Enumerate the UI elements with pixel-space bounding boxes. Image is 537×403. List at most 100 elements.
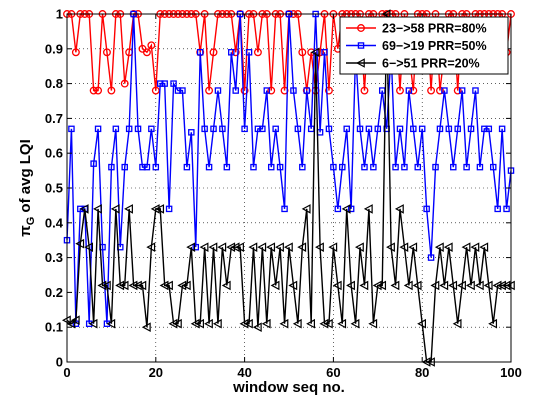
series-2-point <box>223 163 231 171</box>
series-2-point <box>330 163 337 171</box>
series-2-point <box>152 163 160 171</box>
series-2-point <box>161 80 168 87</box>
series-2-point <box>356 125 364 133</box>
series-1-point <box>142 48 151 57</box>
series-3-point <box>181 280 191 291</box>
series-3-point <box>319 318 329 329</box>
series-3-point <box>248 242 258 252</box>
series-1-point <box>94 86 103 95</box>
series-2-point <box>494 205 501 213</box>
series-2-point <box>245 49 253 56</box>
series-3-point <box>501 280 511 291</box>
series-2-point <box>321 49 328 56</box>
series-2-point <box>108 163 115 171</box>
x-tick-label: 100 <box>500 365 522 380</box>
series-3-point <box>230 242 240 252</box>
series-2-point <box>450 163 457 171</box>
series-3-point <box>275 242 284 252</box>
series-3-point <box>84 242 94 252</box>
series-3-point <box>235 242 244 252</box>
series-2-point <box>414 163 422 171</box>
series-3-point <box>301 204 311 214</box>
series-3-point <box>150 204 160 214</box>
series-3-point <box>208 242 218 252</box>
series-3-point <box>359 280 369 291</box>
y-axis-title-main: π <box>17 225 34 237</box>
series-2-point <box>361 163 368 171</box>
series-2-point <box>472 87 479 94</box>
series-3-point <box>372 280 382 291</box>
series-3-point <box>470 242 480 252</box>
series-3-point <box>341 204 351 214</box>
series-3-point <box>132 280 142 291</box>
series-2-point <box>214 87 222 94</box>
series-2-point <box>423 205 430 213</box>
series-2-point <box>263 87 271 94</box>
series-3-point <box>439 280 449 291</box>
series-2-point <box>441 87 448 94</box>
series-3-point <box>332 280 342 291</box>
series-2-point <box>436 125 444 133</box>
series-3-point <box>88 318 98 329</box>
series-3-point <box>479 242 489 252</box>
series-3-point <box>283 242 293 252</box>
series-2-point <box>228 49 235 56</box>
series-2-point <box>454 125 461 133</box>
series-3-point <box>412 280 422 291</box>
series-2-point <box>370 163 377 171</box>
series-3-point <box>443 242 453 252</box>
series-2-point <box>294 125 302 133</box>
series-3-point <box>288 280 298 291</box>
series-1-point <box>298 48 307 57</box>
series-2-point <box>325 125 333 133</box>
series-3-point <box>119 280 129 291</box>
x-tick-label: 0 <box>63 365 70 380</box>
y-tick-label: 0.1 <box>45 320 63 335</box>
x-tick-label: 80 <box>415 365 429 380</box>
series-3-point <box>399 242 409 252</box>
series-3-point <box>141 322 151 333</box>
series-3-point <box>328 242 338 252</box>
series-3-point <box>110 204 120 214</box>
series-2-point <box>503 205 510 213</box>
series-3-point <box>492 280 502 291</box>
series-3-point <box>461 242 471 252</box>
series-2-point <box>489 163 497 171</box>
series-3-point <box>115 280 125 291</box>
series-3-point <box>386 242 395 252</box>
series-3-point <box>270 280 280 291</box>
series-1-point <box>209 48 218 57</box>
ticks: 0 20 40 60 80 100 0 0.1 0.2 0.3 0.4 0.5 0.6 0.7 0.8 0.9… <box>45 7 522 381</box>
series-2-point <box>112 125 120 133</box>
series-1-point <box>396 86 404 95</box>
series-3-point <box>146 242 156 252</box>
series-2-point <box>77 205 84 213</box>
legend-marker <box>355 58 365 68</box>
series-2-point <box>148 125 155 133</box>
series-3-point <box>465 280 475 291</box>
legend-label: 23−>58 PRR=80% <box>382 22 487 36</box>
series-1-point <box>151 86 160 95</box>
series-2-point <box>343 125 350 133</box>
series-2-point <box>179 87 186 94</box>
series-3-point <box>292 318 302 329</box>
series-3-point <box>221 280 231 291</box>
series-3-point <box>452 318 462 329</box>
series-3-point <box>354 242 364 252</box>
series-2-point <box>445 125 453 133</box>
series-2-point <box>365 125 373 133</box>
series-3-point <box>101 280 111 291</box>
x-tick-label: 20 <box>149 365 163 380</box>
series-2-point <box>334 205 342 213</box>
series-3-point <box>66 318 76 329</box>
series-3-point <box>266 242 276 252</box>
series-2-point <box>174 87 182 94</box>
series-3-point <box>155 204 165 214</box>
legend-label: 6−>51 PRR=20% <box>382 57 480 71</box>
series-1-point <box>427 86 436 95</box>
series-2-point <box>192 243 200 251</box>
series-3-point <box>403 280 413 291</box>
series-3-point <box>168 318 178 329</box>
series-3-point <box>106 318 116 329</box>
